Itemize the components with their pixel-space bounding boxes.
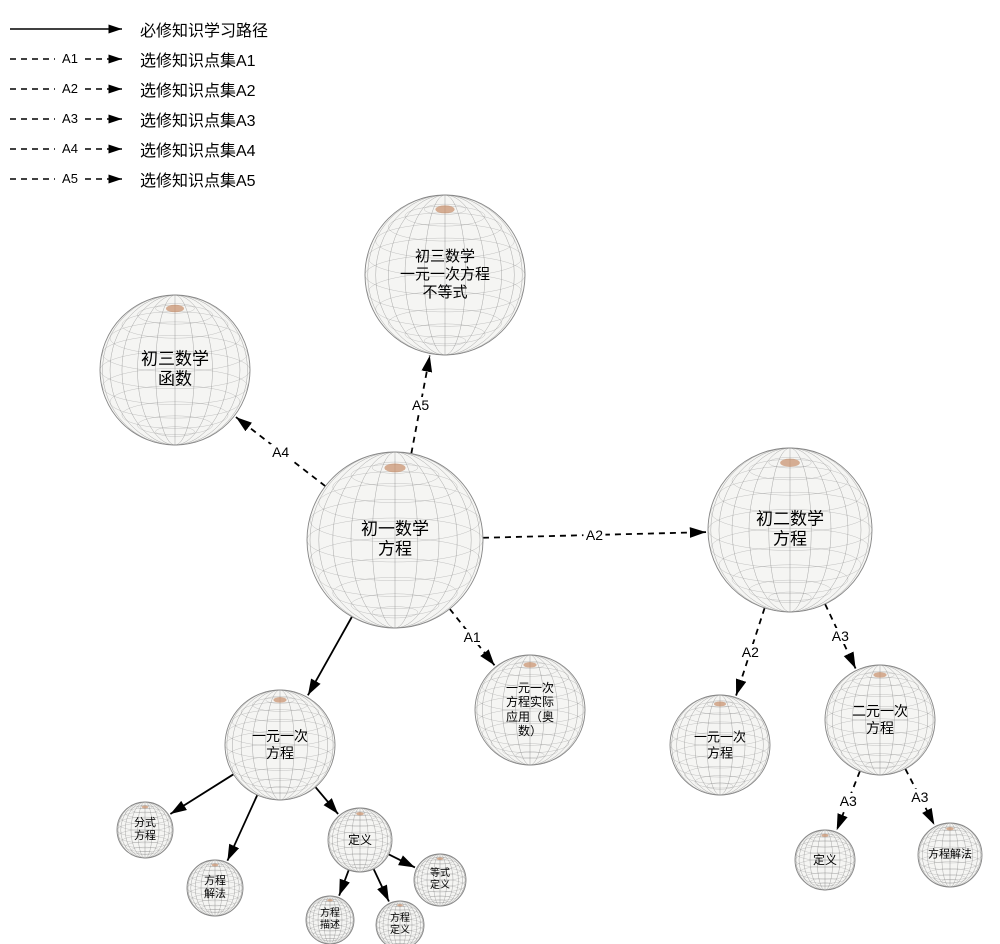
graph-node xyxy=(475,655,585,765)
graph-node xyxy=(918,823,982,887)
graph-node xyxy=(306,896,354,944)
graph-node xyxy=(376,901,424,944)
graph-edge xyxy=(308,617,352,696)
graph-edge xyxy=(483,532,706,538)
graph-node xyxy=(225,690,335,800)
graph-edge xyxy=(411,356,429,454)
graph-svg xyxy=(0,0,1000,944)
graph-node xyxy=(187,860,243,916)
graph-edge xyxy=(389,854,415,867)
graph-node xyxy=(825,665,935,775)
graph-edge xyxy=(450,609,495,665)
graph-node xyxy=(117,802,173,858)
graph-edge xyxy=(315,787,338,814)
graph-edge xyxy=(374,869,389,902)
graph-edge xyxy=(236,417,325,486)
graph-node xyxy=(795,830,855,890)
diagram-canvas: 必修知识学习路径A1选修知识点集A1A2选修知识点集A2A3选修知识点集A3A4… xyxy=(0,0,1000,944)
graph-edge xyxy=(339,870,349,896)
graph-node xyxy=(708,448,872,612)
graph-node xyxy=(414,854,466,906)
graph-node xyxy=(670,695,770,795)
graph-edge xyxy=(170,774,233,814)
graph-edge xyxy=(736,608,765,696)
graph-edge xyxy=(227,795,257,861)
graph-edge xyxy=(905,769,934,825)
graph-edge xyxy=(825,604,855,668)
graph-node xyxy=(365,195,525,355)
graph-edge xyxy=(837,771,860,830)
graph-node xyxy=(100,295,250,445)
graph-node xyxy=(328,808,392,872)
graph-node xyxy=(307,452,483,628)
